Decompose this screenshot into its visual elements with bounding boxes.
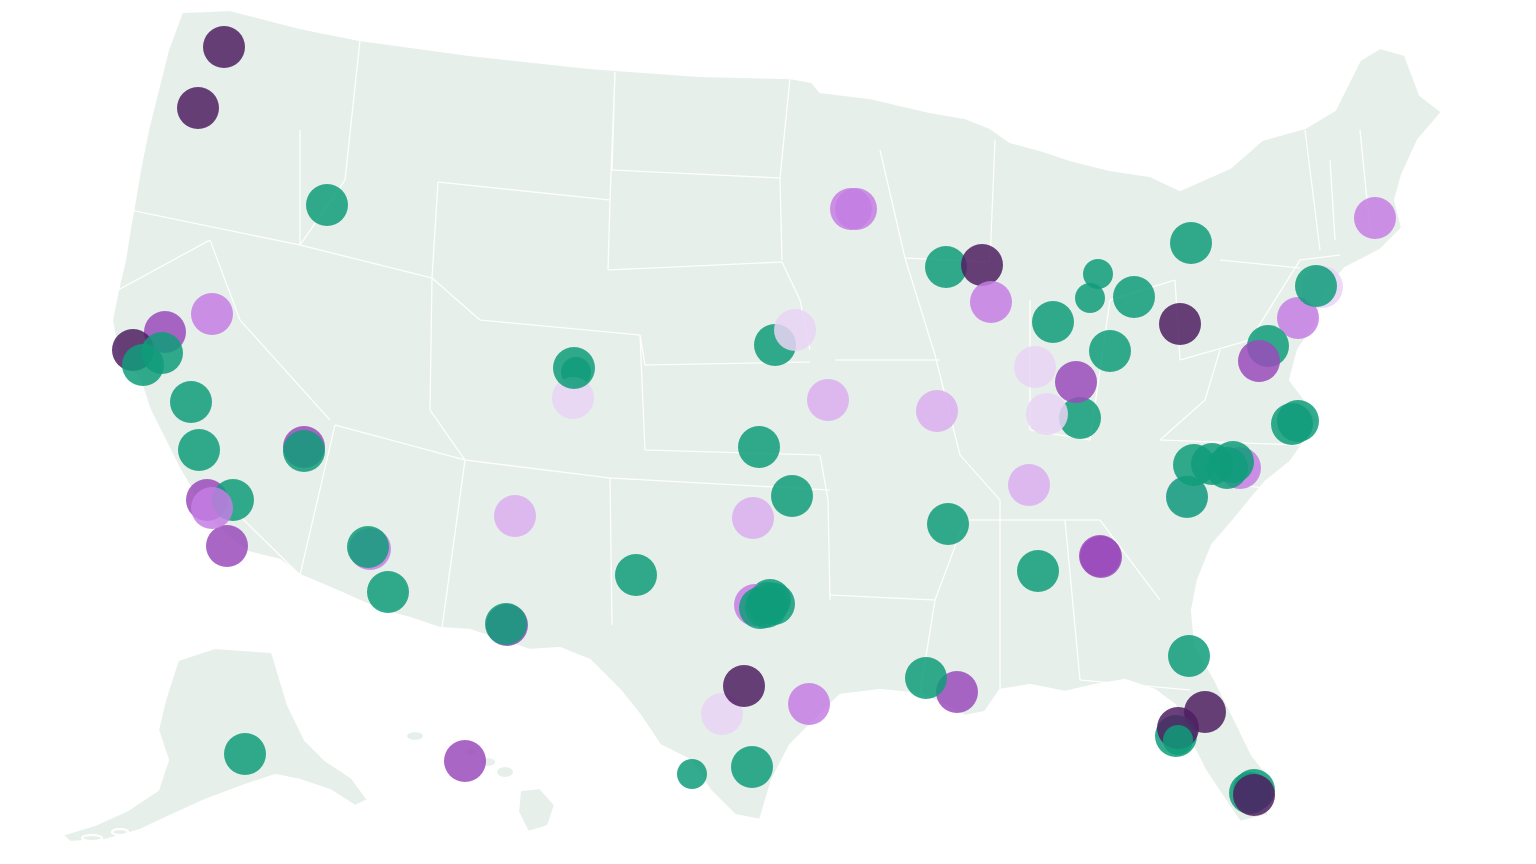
- map-marker-lavender[interactable]: [1008, 464, 1050, 506]
- contiguous-us-land: [110, 8, 1444, 824]
- map-marker-purple[interactable]: [1080, 536, 1122, 578]
- map-marker-violet[interactable]: [970, 281, 1012, 323]
- map-marker-green[interactable]: [1059, 397, 1101, 439]
- map-marker-green[interactable]: [1083, 259, 1113, 289]
- map-marker-green[interactable]: [1206, 447, 1248, 489]
- map-marker-green[interactable]: [1166, 476, 1208, 518]
- map-marker-green[interactable]: [1168, 635, 1210, 677]
- map-marker-green[interactable]: [745, 586, 787, 628]
- alaska-land: [60, 646, 370, 844]
- aleutian-island: [80, 833, 104, 843]
- map-marker-violet[interactable]: [835, 188, 877, 230]
- map-marker-green[interactable]: [170, 381, 212, 423]
- map-marker-green[interactable]: [1032, 301, 1074, 343]
- map-marker-green[interactable]: [1089, 330, 1131, 372]
- map-marker-green[interactable]: [1113, 276, 1155, 318]
- map-marker-green[interactable]: [306, 184, 348, 226]
- map-marker-dark-purple[interactable]: [177, 87, 219, 129]
- map-marker-green[interactable]: [553, 347, 595, 389]
- map-marker-green[interactable]: [771, 475, 813, 517]
- map-marker-green[interactable]: [141, 332, 183, 374]
- marker-layer: [112, 26, 1396, 816]
- map-marker-dark-purple[interactable]: [1233, 774, 1275, 816]
- map-marker-violet[interactable]: [1277, 297, 1319, 339]
- map-marker-dark-purple[interactable]: [961, 244, 1003, 286]
- map-marker-green[interactable]: [905, 657, 947, 699]
- map-marker-green[interactable]: [1075, 283, 1105, 313]
- map-marker-lavender[interactable]: [916, 390, 958, 432]
- aleutian-island: [110, 827, 130, 837]
- map-marker-green[interactable]: [485, 603, 527, 645]
- map-marker-green[interactable]: [224, 733, 266, 775]
- hawaii-island: [404, 729, 426, 743]
- map-marker-pale[interactable]: [774, 309, 816, 351]
- map-marker-violet[interactable]: [191, 293, 233, 335]
- map-marker-green[interactable]: [615, 554, 657, 596]
- map-marker-green[interactable]: [925, 246, 967, 288]
- map-marker-green[interactable]: [1295, 265, 1337, 307]
- map-marker-lavender[interactable]: [494, 495, 536, 537]
- map-marker-dark-purple[interactable]: [723, 665, 765, 707]
- map-marker-green[interactable]: [677, 759, 707, 789]
- map-marker-green[interactable]: [283, 430, 325, 472]
- map-marker-pale[interactable]: [1014, 346, 1056, 388]
- map-marker-violet[interactable]: [788, 683, 830, 725]
- map-marker-violet[interactable]: [191, 487, 233, 529]
- map-marker-purple[interactable]: [206, 525, 248, 567]
- map-marker-dark-purple[interactable]: [1159, 303, 1201, 345]
- map-marker-green[interactable]: [1163, 725, 1193, 755]
- map-marker-green[interactable]: [178, 429, 220, 471]
- map-marker-green[interactable]: [738, 426, 780, 468]
- map-marker-green[interactable]: [1170, 222, 1212, 264]
- land-layer: [60, 8, 1444, 844]
- map-marker-green[interactable]: [1017, 550, 1059, 592]
- map-marker-green[interactable]: [367, 571, 409, 613]
- map-marker-lavender[interactable]: [807, 379, 849, 421]
- map-marker-pale[interactable]: [1026, 393, 1068, 435]
- hawaii-island: [516, 786, 557, 834]
- map-marker-lavender[interactable]: [732, 497, 774, 539]
- map-marker-green[interactable]: [1277, 400, 1319, 442]
- map-marker-purple[interactable]: [444, 740, 486, 782]
- map-marker-green[interactable]: [927, 503, 969, 545]
- map-marker-pale[interactable]: [552, 377, 594, 419]
- map-marker-violet[interactable]: [1354, 197, 1396, 239]
- map-marker-purple[interactable]: [1238, 340, 1280, 382]
- map-marker-dark-purple[interactable]: [203, 26, 245, 68]
- map-marker-green[interactable]: [731, 746, 773, 788]
- hawaii-island: [494, 764, 516, 780]
- map-marker-purple[interactable]: [1055, 361, 1097, 403]
- map-marker-green[interactable]: [347, 526, 389, 568]
